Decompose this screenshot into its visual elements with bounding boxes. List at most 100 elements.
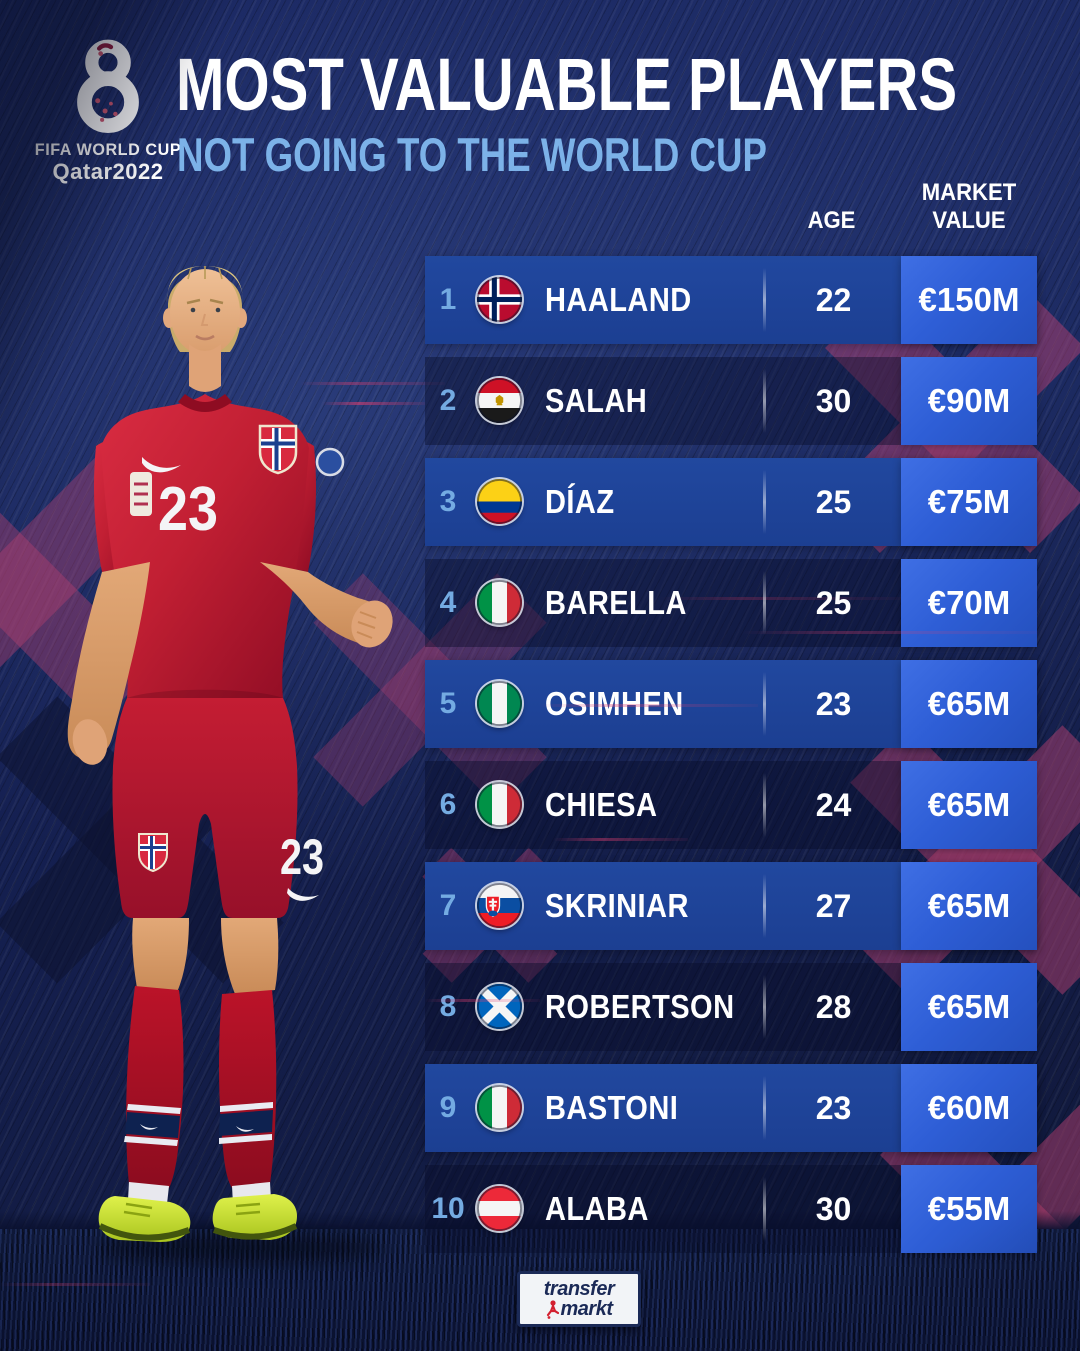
player-shorts — [112, 698, 298, 918]
streak-decoration — [322, 402, 425, 405]
italy-flag-icon — [477, 782, 522, 827]
table-row: 4 BARELLA 25 €70M — [425, 559, 1037, 647]
market-value: €65M — [901, 761, 1037, 849]
age-value: 30 — [815, 1190, 852, 1227]
streak-decoration — [658, 597, 903, 600]
table-row: 6 CHIESA 24 €65M — [425, 761, 1037, 849]
age-value: 25 — [815, 483, 852, 520]
rank-label: 10 — [431, 1192, 465, 1225]
page-title: MOST VALUABLE PLAYERS — [176, 43, 958, 126]
player-boots — [98, 1194, 298, 1242]
player-socks — [126, 986, 184, 1188]
streak-decoration — [425, 999, 540, 1002]
table-row: 1 HAALAND 22 €150M — [425, 256, 1037, 344]
column-divider — [763, 672, 766, 736]
italy-flag-icon — [477, 580, 522, 625]
age-value: 30 — [815, 382, 852, 419]
column-divider — [763, 470, 766, 534]
market-value: €150M — [901, 256, 1037, 344]
table-row: 7 SKRINIAR 27 €65M — [425, 862, 1037, 950]
table-row: 3 DÍAZ 25 €75M — [425, 458, 1037, 546]
table-rows: 1 HAALAND 22 €150M 2 SALAH 30 €90M 3 DÍA… — [425, 256, 1037, 1266]
table-row: 8 ROBERTSON 28 €65M — [425, 963, 1037, 1051]
market-value: €60M — [901, 1064, 1037, 1152]
age-value: 22 — [815, 281, 852, 318]
fifa-world-cup-wordmark: FIFA WORLD CUP — [34, 140, 182, 159]
player-name: DÍAZ — [545, 483, 615, 520]
table-row: 10 ALABA 30 €55M — [425, 1165, 1037, 1253]
kicker-figure-icon — [546, 1299, 559, 1319]
player-photo: 23 23 — [67, 266, 393, 1242]
norway-crest-icon — [258, 424, 298, 475]
age-value: 28 — [815, 988, 852, 1025]
italy-flag-icon — [477, 1085, 522, 1130]
scotland-flag-icon — [477, 984, 522, 1029]
egypt-flag-icon — [477, 378, 522, 423]
jersey-number: 23 — [158, 475, 218, 544]
column-divider — [763, 369, 766, 433]
market-value: €75M — [901, 458, 1037, 546]
player-face — [170, 269, 240, 355]
column-divider — [763, 874, 766, 938]
player-name: HAALAND — [545, 281, 692, 318]
rank-label: 7 — [439, 889, 457, 922]
column-divider — [763, 268, 766, 332]
qatar-2022-emblem-icon — [77, 39, 139, 134]
column-divider — [763, 975, 766, 1039]
column-divider — [763, 773, 766, 837]
age-value: 24 — [815, 786, 852, 823]
shorts-number: 23 — [280, 829, 324, 885]
nike-swoosh-icon — [142, 457, 181, 473]
transfermarkt-logo: transfer markt — [517, 1271, 641, 1327]
rank-label: 4 — [439, 586, 457, 619]
streak-decoration — [0, 1283, 150, 1286]
market-value: €65M — [901, 963, 1037, 1051]
page-subtitle: NOT GOING TO THE WORLD CUP — [177, 128, 767, 181]
age-value: 23 — [815, 685, 852, 722]
player-name: BASTONI — [545, 1089, 679, 1126]
age-value: 23 — [815, 1089, 852, 1126]
fifa-world-cup-logo: FIFA WORLD CUP Qatar2022 — [30, 36, 186, 185]
streak-decoration — [540, 704, 758, 707]
market-value: €65M — [901, 862, 1037, 950]
table-row: 5 OSIMHEN 23 €65M — [425, 660, 1037, 748]
streak-decoration — [300, 382, 445, 385]
market-value: €55M — [901, 1165, 1037, 1253]
austria-flag-icon — [477, 1186, 522, 1231]
age-column-header: AGE — [807, 207, 856, 234]
table-row: 9 BASTONI 23 €60M — [425, 1064, 1037, 1152]
rank-label: 5 — [439, 687, 457, 720]
market-value: €65M — [901, 660, 1037, 748]
player-name: ALABA — [545, 1190, 649, 1227]
norway-flag-icon — [477, 277, 522, 322]
rank-label: 6 — [439, 788, 457, 821]
market-value: €70M — [901, 559, 1037, 647]
rank-label: 2 — [439, 384, 457, 417]
streak-decoration — [553, 838, 688, 841]
rank-label: 3 — [439, 485, 457, 518]
table-row: 2 SALAH 30 €90M — [425, 357, 1037, 445]
age-value: 27 — [815, 887, 852, 924]
qatar-2022-wordmark: Qatar2022 — [52, 159, 164, 184]
nigeria-flag-icon — [477, 681, 522, 726]
norway-crest-shorts-icon — [138, 833, 168, 873]
rank-label: 8 — [439, 990, 457, 1023]
column-divider — [763, 1177, 766, 1241]
player-name: SKRINIAR — [545, 887, 689, 924]
rank-label: 9 — [439, 1091, 457, 1124]
market-value: €90M — [901, 357, 1037, 445]
streak-decoration — [742, 631, 1037, 634]
rank-label: 1 — [439, 283, 457, 316]
player-name: OSIMHEN — [545, 685, 684, 722]
player-name: BARELLA — [545, 584, 687, 621]
slovakia-flag-icon — [477, 883, 522, 928]
column-divider — [763, 1076, 766, 1140]
player-name: ROBERTSON — [545, 988, 735, 1025]
market-value-column-header: MARKET VALUE — [921, 179, 1017, 234]
age-value: 25 — [815, 584, 852, 621]
player-name: CHIESA — [545, 786, 658, 823]
colombia-flag-icon — [477, 479, 522, 524]
column-divider — [763, 571, 766, 635]
player-name: SALAH — [545, 382, 648, 419]
